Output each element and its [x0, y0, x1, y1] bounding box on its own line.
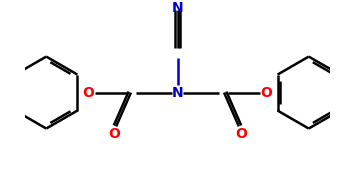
Text: O: O [235, 127, 247, 141]
Text: N: N [172, 86, 183, 100]
Text: O: O [83, 86, 94, 100]
Text: N: N [172, 1, 183, 15]
Text: O: O [261, 86, 272, 100]
Text: O: O [108, 127, 120, 141]
